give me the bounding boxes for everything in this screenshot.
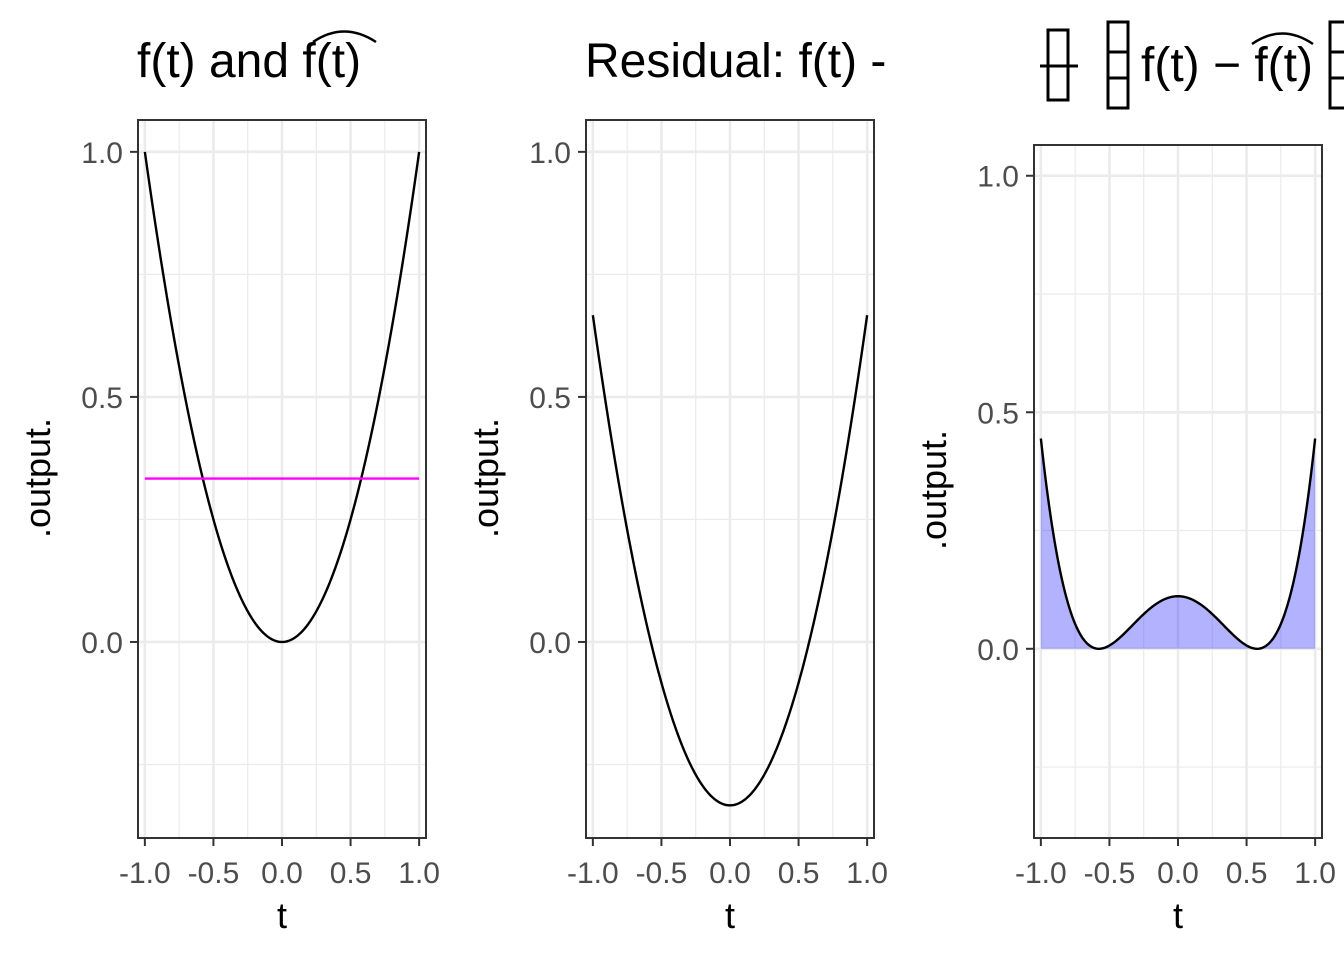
panel-3-area-fill bbox=[1040, 438, 1316, 649]
panel-3-ytick-label: 1.0 bbox=[977, 161, 1019, 194]
panel-3: f(t) − f(t) -1.0 -0.5 0.0 0.5 1.0 0.0 0.5 1.0 t… bbox=[913, 20, 1344, 936]
panel-1-xtick-label: 0.5 bbox=[330, 857, 372, 890]
panel-3-title-hat-accent bbox=[1251, 32, 1314, 46]
panel-3-xtick-label: 0.5 bbox=[1226, 857, 1268, 890]
panel-2-line-layer bbox=[591, 315, 869, 807]
panel-2-ylabel: .output. bbox=[465, 418, 506, 538]
panel-1-line-layer bbox=[143, 151, 421, 644]
panel-2-ticks: -1.0 -0.5 0.0 0.5 1.0 0.0 0.5 1.0 bbox=[529, 137, 888, 890]
panel-3-title-group: f(t) − f(t) bbox=[1040, 20, 1344, 110]
panel-1: f(t) and f(t) -1.0 -0.5 0.0 0.5 1.0 0.0 0.5 1.0… bbox=[17, 30, 440, 936]
panel-1-curve-line bbox=[143, 151, 421, 644]
panel-2-xtick-label: 0.0 bbox=[709, 857, 751, 890]
panel-2-xtick-label: -1.0 bbox=[567, 857, 619, 890]
panel-1-xtick-label: 1.0 bbox=[398, 857, 440, 890]
panel-3-xtick-label: 1.0 bbox=[1294, 857, 1336, 890]
panel-2-curve-line bbox=[591, 315, 869, 807]
panel-2-xtick-label: 0.5 bbox=[778, 857, 820, 890]
panel-3-xtick-label: -1.0 bbox=[1015, 857, 1067, 890]
panel-1-xlabel: t bbox=[277, 895, 287, 936]
panel-2-ytick-label: 0.5 bbox=[529, 382, 571, 415]
panel-2-xtick-label: -0.5 bbox=[636, 857, 688, 890]
panel-1-title-hat-accent bbox=[312, 30, 377, 44]
panel-1-ticks: -1.0 -0.5 0.0 0.5 1.0 0.0 0.5 1.0 bbox=[81, 137, 440, 890]
panel-2-xlabel: t bbox=[725, 895, 735, 936]
panel-3-ylabel: .output. bbox=[913, 430, 954, 550]
panel-3-xtick-label: -0.5 bbox=[1084, 857, 1136, 890]
panel-1-xtick-label: 0.0 bbox=[261, 857, 303, 890]
panel-2-title: Residual: f(t) - bbox=[585, 35, 886, 88]
panel-3-area-layer bbox=[1040, 438, 1316, 649]
panel-2-major-grid bbox=[586, 120, 874, 838]
panel-3-curve-line bbox=[1039, 438, 1317, 650]
panel-2-ytick-label: 0.0 bbox=[529, 627, 571, 660]
panel-1-title: f(t) and f(t) bbox=[137, 35, 361, 88]
panel-3-xlabel: t bbox=[1173, 895, 1183, 936]
panel-2: Residual: f(t) - -1.0 -0.5 0.0 0.5 1.0 0.0 0.5… bbox=[465, 35, 888, 936]
panel-1-ytick-label: 0.5 bbox=[81, 382, 123, 415]
panel-3-ytick-label: 0.5 bbox=[977, 397, 1019, 430]
missing-glyph-box bbox=[1328, 20, 1344, 110]
missing-glyph-box bbox=[1106, 20, 1130, 110]
panel-3-major-grid bbox=[1034, 145, 1322, 838]
panel-1-ytick-label: 0.0 bbox=[81, 627, 123, 660]
panel-2-minor-grid bbox=[586, 120, 874, 838]
panel-1-xtick-label: -0.5 bbox=[188, 857, 240, 890]
panel-3-ticks: -1.0 -0.5 0.0 0.5 1.0 0.0 0.5 1.0 bbox=[977, 161, 1336, 890]
panel-3-xtick-label: 0.0 bbox=[1157, 857, 1199, 890]
panel-3-line-layer bbox=[1039, 438, 1317, 650]
panel-1-ylabel: .output. bbox=[17, 418, 58, 538]
panel-1-ytick-label: 1.0 bbox=[81, 137, 123, 170]
panel-2-xtick-label: 1.0 bbox=[846, 857, 888, 890]
panel-3-title: f(t) − f(t) bbox=[1141, 39, 1313, 92]
panel-2-ytick-label: 1.0 bbox=[529, 137, 571, 170]
panel-1-xtick-label: -1.0 bbox=[119, 857, 171, 890]
panel-3-ytick-label: 0.0 bbox=[977, 634, 1019, 667]
